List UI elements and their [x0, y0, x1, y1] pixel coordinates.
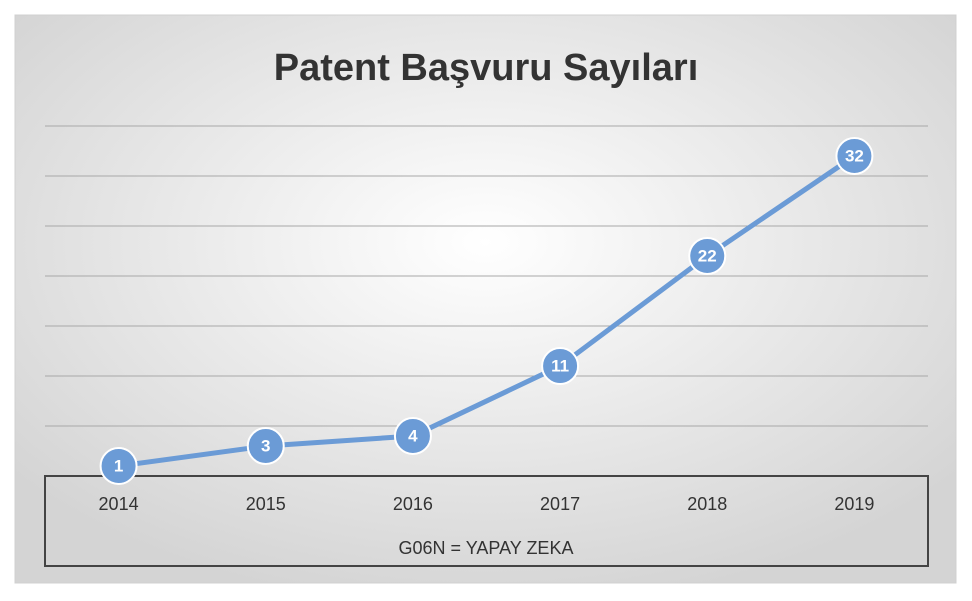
x-tick-label: 2017	[540, 494, 580, 514]
data-label: 22	[698, 246, 717, 265]
data-label: 11	[551, 356, 569, 375]
x-tick-label: 2014	[99, 494, 139, 514]
data-label: 32	[845, 146, 864, 165]
data-label: 3	[261, 436, 270, 455]
page: {"chart_data": {"type": "line", "title":…	[0, 0, 972, 596]
x-tick-label: 2016	[393, 494, 433, 514]
data-label: 1	[114, 456, 123, 475]
chart: Patent Başvuru Sayıları G06N = YAPAY ZEK…	[0, 0, 972, 596]
chart-title: Patent Başvuru Sayıları	[274, 47, 699, 89]
chart-area	[15, 15, 956, 583]
x-axis-title: G06N = YAPAY ZEKA	[399, 538, 574, 558]
x-tick-label: 2015	[246, 494, 286, 514]
x-tick-label: 2019	[834, 494, 874, 514]
x-tick-label: 2018	[687, 494, 727, 514]
data-label: 4	[408, 426, 418, 445]
